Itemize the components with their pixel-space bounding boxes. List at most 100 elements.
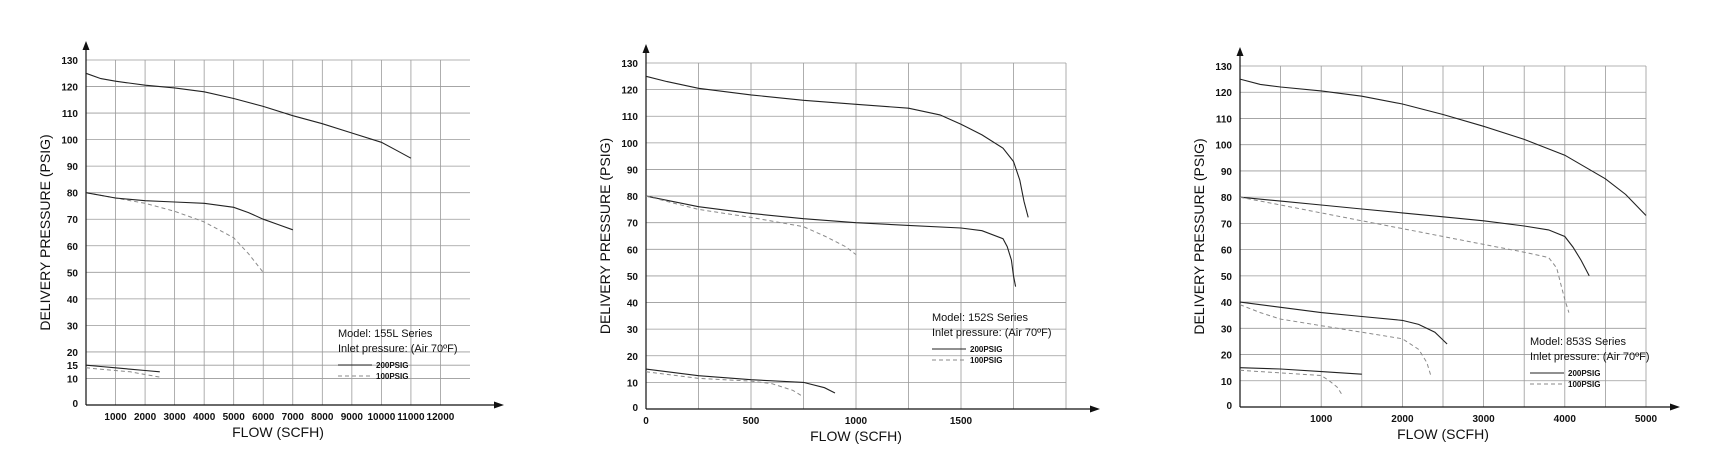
y-tick-label: 15	[67, 361, 79, 372]
y-tick-label: 10	[67, 374, 79, 385]
x-tick-label: 0	[643, 416, 649, 427]
x-axis-arrow	[1670, 403, 1680, 411]
legend: Model: 152S Series Inlet pressure: (Air 7…	[932, 312, 1052, 365]
y-tick-label: 0	[632, 403, 638, 414]
x-axis-arrow	[1090, 405, 1100, 413]
y-tick-label: 10	[627, 378, 639, 389]
y-tick-label: 80	[627, 192, 639, 203]
y-tick-label: 120	[1215, 88, 1232, 99]
series-line-7	[1239, 369, 1342, 395]
x-tick-label: 1000	[104, 412, 127, 423]
x-tick-label: 9000	[341, 412, 364, 423]
legend-entry-label: 100PSIG	[1568, 380, 1600, 389]
series-line-4	[1239, 301, 1448, 345]
series-line-1	[1239, 78, 1647, 216]
series-line-5	[645, 371, 804, 398]
y-axis-arrow	[1236, 47, 1244, 56]
y-tick-label: 60	[1221, 246, 1233, 257]
x-axis-title: FLOW (SCFH)	[810, 428, 902, 444]
x-tick-label: 500	[743, 416, 760, 427]
x-tick-label: 11000	[397, 412, 425, 423]
y-tick-label: 100	[61, 136, 78, 147]
legend-entry-label: 100PSIG	[970, 356, 1002, 365]
y-tick-label: 100	[1215, 141, 1232, 152]
y-tick-label: 0	[72, 399, 78, 410]
y-axis-title: DELIVERY PRESSURE (PSIG)	[37, 134, 53, 330]
y-axis-arrow	[82, 41, 90, 50]
x-tick-label: 12000	[427, 412, 455, 423]
chart-3: 0 10 20 30 40 50 60 70 80 90 100 110 120 130 1000 2000 3…	[1191, 47, 1680, 442]
y-tick-label: 60	[627, 245, 639, 256]
y-tick-label: 70	[67, 215, 79, 226]
y-tick-label: 90	[67, 162, 79, 173]
series-line-2	[85, 192, 264, 273]
y-tick-label: 50	[1221, 272, 1233, 283]
x-tick-label: 2000	[1391, 414, 1414, 425]
y-tick-label: 110	[1216, 114, 1233, 125]
x-axis-title: FLOW (SCFH)	[1397, 426, 1489, 442]
x-tick-label: 6000	[252, 412, 275, 423]
y-tick-label: 40	[1221, 298, 1233, 309]
y-tick-label: 50	[67, 268, 79, 279]
y-tick-label: 0	[1226, 401, 1232, 412]
series-line-1	[85, 72, 412, 159]
x-tick-label: 1000	[1310, 414, 1333, 425]
chart-1: 0 10 15 20 30 40 50 60 70 80 90 100 110 120 130 1000 200…	[37, 41, 504, 440]
y-tick-label: 50	[627, 272, 639, 283]
y-tick-label: 20	[1221, 351, 1233, 362]
x-tick-label: 1500	[950, 416, 973, 427]
y-tick-label: 90	[1221, 167, 1233, 178]
series-line-5	[1239, 304, 1432, 376]
x-tick-label: 8000	[311, 412, 334, 423]
y-axis-title: DELIVERY PRESSURE (PSIG)	[1191, 138, 1207, 334]
y-tick-label: 40	[67, 295, 79, 306]
x-tick-label: 7000	[282, 412, 305, 423]
legend-entry-label: 100PSIG	[376, 372, 408, 381]
y-axis-arrow	[642, 44, 650, 53]
y-tick-label: 80	[67, 189, 79, 200]
y-tick-label: 20	[627, 352, 639, 363]
y-tick-label: 110	[622, 112, 639, 123]
chart-2: 0 10 20 30 40 50 60 70 80 90 100 110 120 130 0 500 1000 1…	[597, 44, 1100, 444]
x-tick-label: 10000	[367, 412, 395, 423]
y-tick-label: 30	[67, 321, 79, 332]
y-tick-label: 90	[627, 165, 639, 176]
legend-inlet: Inlet pressure: (Air 70ºF)	[338, 343, 458, 355]
x-tick-label: 1000	[845, 416, 868, 427]
y-tick-label: 120	[61, 83, 78, 94]
series-line-4	[645, 368, 836, 394]
legend-inlet: Inlet pressure: (Air 70ºF)	[1530, 351, 1650, 363]
series-line-3	[1239, 196, 1570, 313]
legend-entry-label: 200PSIG	[376, 361, 408, 370]
y-axis-title: DELIVERY PRESSURE (PSIG)	[597, 138, 613, 334]
y-tick-label: 80	[1221, 193, 1233, 204]
series-line-2	[645, 195, 1017, 287]
legend-model: Model: 853S Series	[1530, 336, 1626, 348]
y-tick-label: 60	[67, 242, 79, 253]
y-tick-label: 130	[1215, 62, 1232, 73]
y-tick-label: 20	[67, 348, 79, 359]
series-line-5	[85, 367, 160, 378]
y-tick-label: 130	[61, 56, 78, 67]
x-tick-label: 3000	[163, 412, 186, 423]
y-tick-label: 70	[1221, 219, 1233, 230]
x-tick-label: 5000	[223, 412, 246, 423]
y-tick-label: 130	[621, 59, 638, 70]
series-line-3	[85, 192, 293, 231]
legend-entry-label: 200PSIG	[970, 345, 1002, 354]
x-tick-label: 4000	[1554, 414, 1577, 425]
y-tick-label: 120	[621, 86, 638, 97]
legend-entry-label: 200PSIG	[1568, 369, 1600, 378]
x-axis-arrow	[494, 401, 504, 409]
y-tick-label: 70	[627, 219, 639, 230]
x-tick-label: 5000	[1635, 414, 1658, 425]
legend-inlet: Inlet pressure: (Air 70ºF)	[932, 327, 1052, 339]
y-tick-label: 30	[1221, 324, 1233, 335]
x-axis-title: FLOW (SCFH)	[232, 424, 324, 440]
y-tick-label: 30	[627, 325, 639, 336]
legend-model: Model: 155L Series	[338, 328, 433, 340]
series-line-1	[645, 75, 1029, 218]
y-tick-label: 40	[627, 299, 639, 310]
series-line-6	[1239, 367, 1362, 375]
